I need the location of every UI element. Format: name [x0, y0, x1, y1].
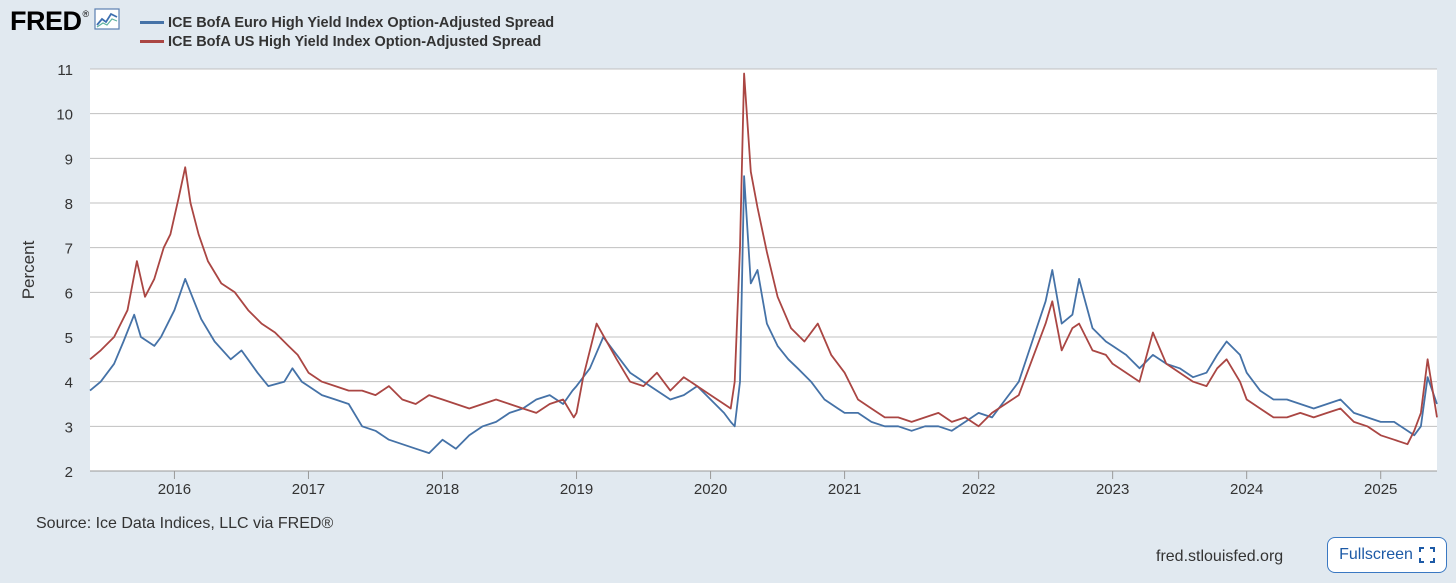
chart-legend: ICE BofA Euro High Yield Index Option-Ad… [140, 13, 554, 51]
x-tick-label: 2019 [560, 481, 593, 498]
x-tick-label: 2016 [158, 481, 191, 498]
site-url: fred.stlouisfed.org [1156, 548, 1284, 565]
x-tick-label: 2020 [694, 481, 727, 498]
x-tick-label: 2018 [426, 481, 459, 498]
y-axis-label: Percent [19, 240, 38, 299]
y-tick-label: 11 [57, 62, 73, 79]
x-tick-label: 2024 [1230, 481, 1263, 498]
registered-mark: ® [82, 9, 90, 19]
logo-text: FRED [10, 6, 82, 36]
y-tick-label: 3 [65, 419, 73, 436]
x-tick-label: 2023 [1096, 481, 1129, 498]
legend-swatch-us [140, 40, 164, 43]
x-tick-label: 2022 [962, 481, 995, 498]
legend-swatch-euro [140, 21, 164, 24]
fred-logo[interactable]: FRED ® [10, 6, 120, 37]
fullscreen-label: Fullscreen [1339, 546, 1413, 563]
fullscreen-button[interactable]: Fullscreen [1327, 537, 1447, 573]
y-tick-label: 4 [65, 375, 73, 392]
y-tick-label: 10 [56, 107, 73, 124]
y-tick-label: 9 [65, 151, 73, 168]
x-tick-label: 2021 [828, 481, 861, 498]
plot-background [90, 69, 1437, 471]
line-chart: 2 3 4 5 6 7 8 9 10 11 2016 2017 2018 2019 2020 2021 2022… [19, 62, 1438, 498]
source-note: Source: Ice Data Indices, LLC via FRED® [36, 515, 334, 532]
legend-item-us[interactable]: ICE BofA US High Yield Index Option-Adju… [140, 32, 554, 51]
series-line-euro[interactable] [89, 175, 1438, 454]
y-tick-label: 5 [65, 330, 73, 347]
legend-label-euro: ICE BofA Euro High Yield Index Option-Ad… [168, 14, 555, 31]
series-line-us[interactable] [89, 72, 1438, 446]
line-chart-icon [94, 8, 120, 35]
expand-icon [1418, 547, 1435, 563]
x-tick-label: 2025 [1364, 481, 1397, 498]
legend-label-us: ICE BofA US High Yield Index Option-Adju… [168, 33, 542, 50]
y-tick-label: 2 [65, 464, 73, 481]
y-tick-label: 6 [65, 285, 73, 302]
chart-area: 2 3 4 5 6 7 8 9 10 11 2016 2017 2018 2019 2020 2021 2022… [19, 62, 1438, 498]
y-tick-label: 7 [65, 241, 73, 258]
x-tick-label: 2017 [292, 481, 325, 498]
legend-item-euro[interactable]: ICE BofA Euro High Yield Index Option-Ad… [140, 13, 554, 32]
y-tick-label: 8 [65, 196, 73, 213]
